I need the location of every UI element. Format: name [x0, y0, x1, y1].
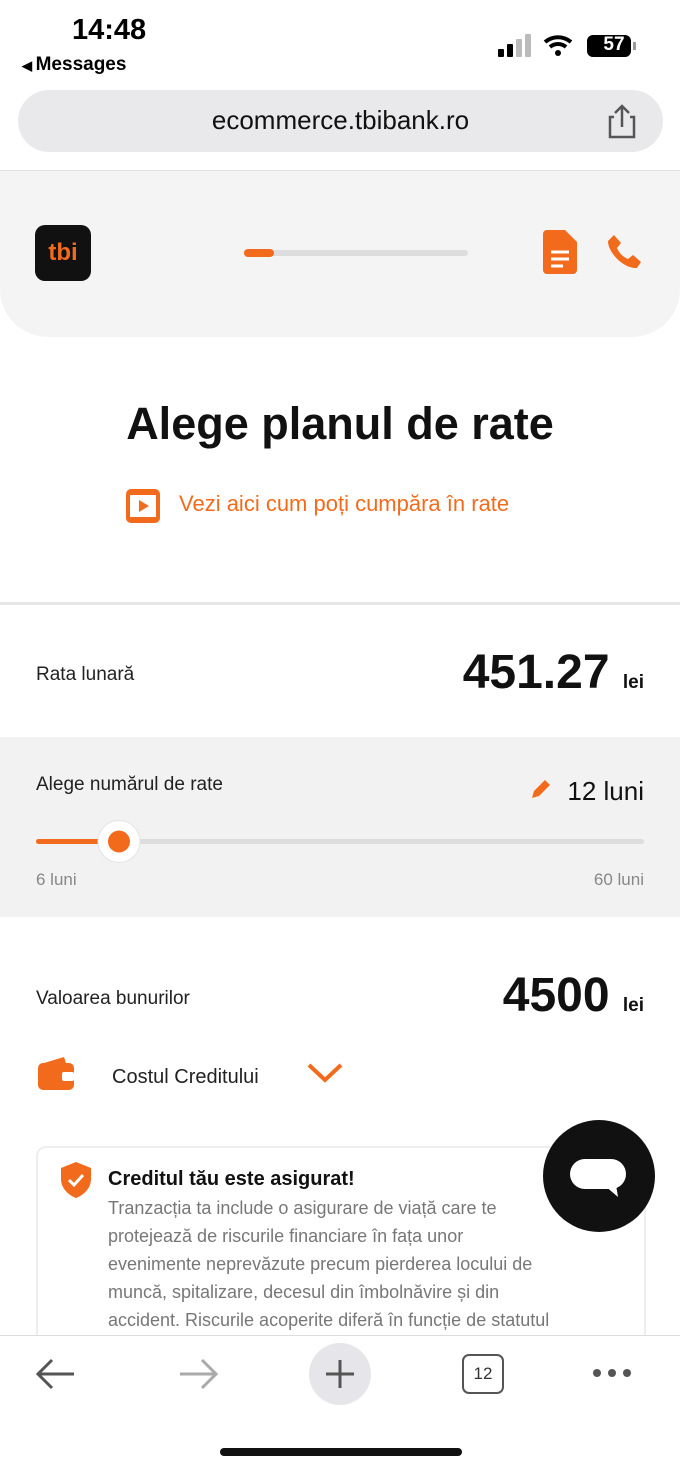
- installments-slider[interactable]: [30, 816, 650, 868]
- page-title: Alege planul de rate: [126, 398, 554, 449]
- status-icons: [498, 34, 636, 57]
- goods-value: 4500 lei: [503, 968, 644, 1023]
- divider: [0, 602, 680, 605]
- monthly-rate-value: 451.27 lei: [463, 645, 644, 700]
- monthly-rate-currency: lei: [622, 672, 644, 693]
- credit-cost-label[interactable]: Costul Creditului: [112, 1066, 259, 1088]
- insurance-title: Creditul tău este asigurat!: [108, 1168, 355, 1190]
- back-label: Messages: [35, 54, 127, 75]
- edit-icon[interactable]: [530, 778, 552, 800]
- battery-level: 57: [603, 34, 625, 55]
- installments-label: Alege numărul de rate: [36, 774, 223, 795]
- insurance-text-line: evenimente neprevăzute precum pierderea …: [108, 1254, 533, 1274]
- tabs-button[interactable]: 12: [462, 1354, 504, 1394]
- url-bar[interactable]: [18, 90, 663, 152]
- time: 14:48: [72, 14, 147, 46]
- slider-max: 60 luni: [593, 870, 644, 889]
- logo[interactable]: tbi: [35, 225, 91, 281]
- video-link[interactable]: Vezi aici cum poți cumpăra în rate: [179, 491, 510, 516]
- phone-icon[interactable]: [606, 233, 644, 271]
- back-to-messages[interactable]: ◀ Messages: [22, 54, 127, 75]
- insurance-text-line: muncă, spitalizare, decesul din îmbolnăv…: [108, 1282, 500, 1302]
- goods-value-currency: lei: [622, 995, 644, 1016]
- goods-value-label: Valoarea bunurilor: [36, 988, 190, 1009]
- forward-button[interactable]: [176, 1356, 220, 1392]
- url: ecommerce.tbibank.ro: [211, 105, 470, 135]
- video-icon[interactable]: [126, 489, 160, 523]
- share-button[interactable]: [606, 104, 638, 140]
- insurance-text-line: protejează de riscurile financiare în fa…: [108, 1226, 464, 1246]
- plus-icon: [326, 1360, 354, 1388]
- dropdown-chevron[interactable]: [306, 1062, 344, 1084]
- document-icon[interactable]: [543, 230, 577, 274]
- insurance-text: Tranzacția ta include o asigurare de via…: [108, 1194, 549, 1334]
- goods-value-amount: 4500: [502, 969, 610, 1022]
- monthly-rate-label: Rata lunară: [36, 664, 135, 685]
- monthly-rate-amount: 451.27: [462, 646, 610, 699]
- home-indicator: [220, 1448, 462, 1456]
- slider-min: 6 luni: [36, 870, 77, 889]
- chat-icon: [570, 1159, 626, 1197]
- insurance-text-line: accident. Riscurile acoperite diferă în …: [108, 1310, 550, 1330]
- insurance-text-line: Tranzacția ta include o asigurare de via…: [108, 1198, 497, 1218]
- wallet-icon: [38, 1057, 74, 1090]
- progress-bar: [244, 249, 468, 257]
- back-button[interactable]: [34, 1356, 78, 1392]
- more-button[interactable]: [590, 1366, 634, 1380]
- installments-selected[interactable]: 12 luni: [567, 776, 644, 806]
- shield-icon: [61, 1162, 91, 1198]
